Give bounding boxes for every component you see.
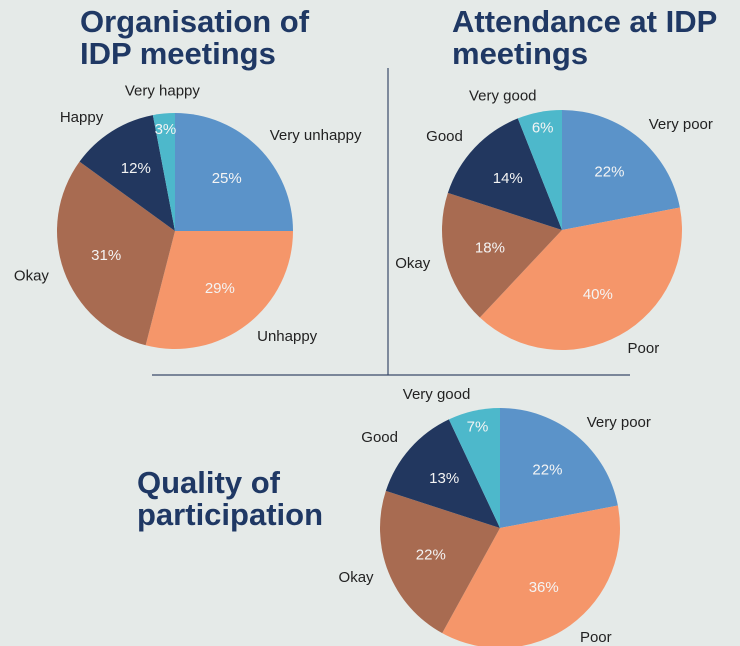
value-label: 6% (532, 120, 554, 137)
category-label: Okay (395, 255, 431, 272)
value-label: 36% (529, 579, 559, 596)
pie-slice (380, 490, 500, 634)
category-label: Unhappy (257, 328, 318, 345)
category-label: Okay (14, 267, 50, 284)
value-label: 3% (155, 121, 177, 138)
pie-slice (447, 118, 562, 230)
pie-slice (500, 408, 618, 528)
value-label: 14% (493, 170, 523, 187)
value-label: 7% (467, 418, 489, 435)
pie-slice (79, 115, 175, 231)
value-label: 22% (594, 164, 624, 181)
pie-slice (448, 408, 500, 528)
value-label: 29% (205, 280, 235, 297)
pie-slice (152, 113, 175, 231)
pie-slice (442, 505, 620, 646)
value-label: 40% (583, 286, 613, 303)
category-label: Poor (580, 629, 612, 646)
value-label: 25% (212, 170, 242, 187)
chart-title: Organisation of IDP meetings (80, 4, 310, 71)
pie-slice (385, 419, 500, 528)
category-label: Very poor (587, 414, 651, 431)
pie-slice (175, 113, 293, 231)
category-label: Good (426, 128, 463, 145)
pie-slice (479, 207, 682, 351)
pie-slice (56, 161, 176, 346)
category-label: Very poor (649, 116, 713, 133)
category-label: Happy (60, 109, 104, 126)
category-label: Very happy (125, 83, 201, 100)
category-label: Good (361, 429, 398, 446)
pie-slice (442, 192, 562, 318)
category-label: Okay (339, 569, 375, 586)
category-label: Very good (403, 386, 471, 403)
category-label: Poor (628, 340, 660, 357)
value-label: 22% (416, 546, 446, 563)
value-label: 13% (429, 470, 459, 487)
chart-title: Attendance at IDP meetings (452, 4, 717, 71)
pie-slice (517, 110, 562, 230)
chart-title: Quality of participation (137, 465, 324, 532)
pie-slice (145, 231, 293, 349)
value-label: 31% (91, 247, 121, 264)
value-label: 18% (475, 239, 505, 256)
value-label: 12% (121, 160, 151, 177)
value-label: 22% (532, 462, 562, 479)
category-label: Very unhappy (270, 127, 362, 144)
category-label: Very good (469, 87, 537, 104)
pie-slice (562, 110, 680, 230)
